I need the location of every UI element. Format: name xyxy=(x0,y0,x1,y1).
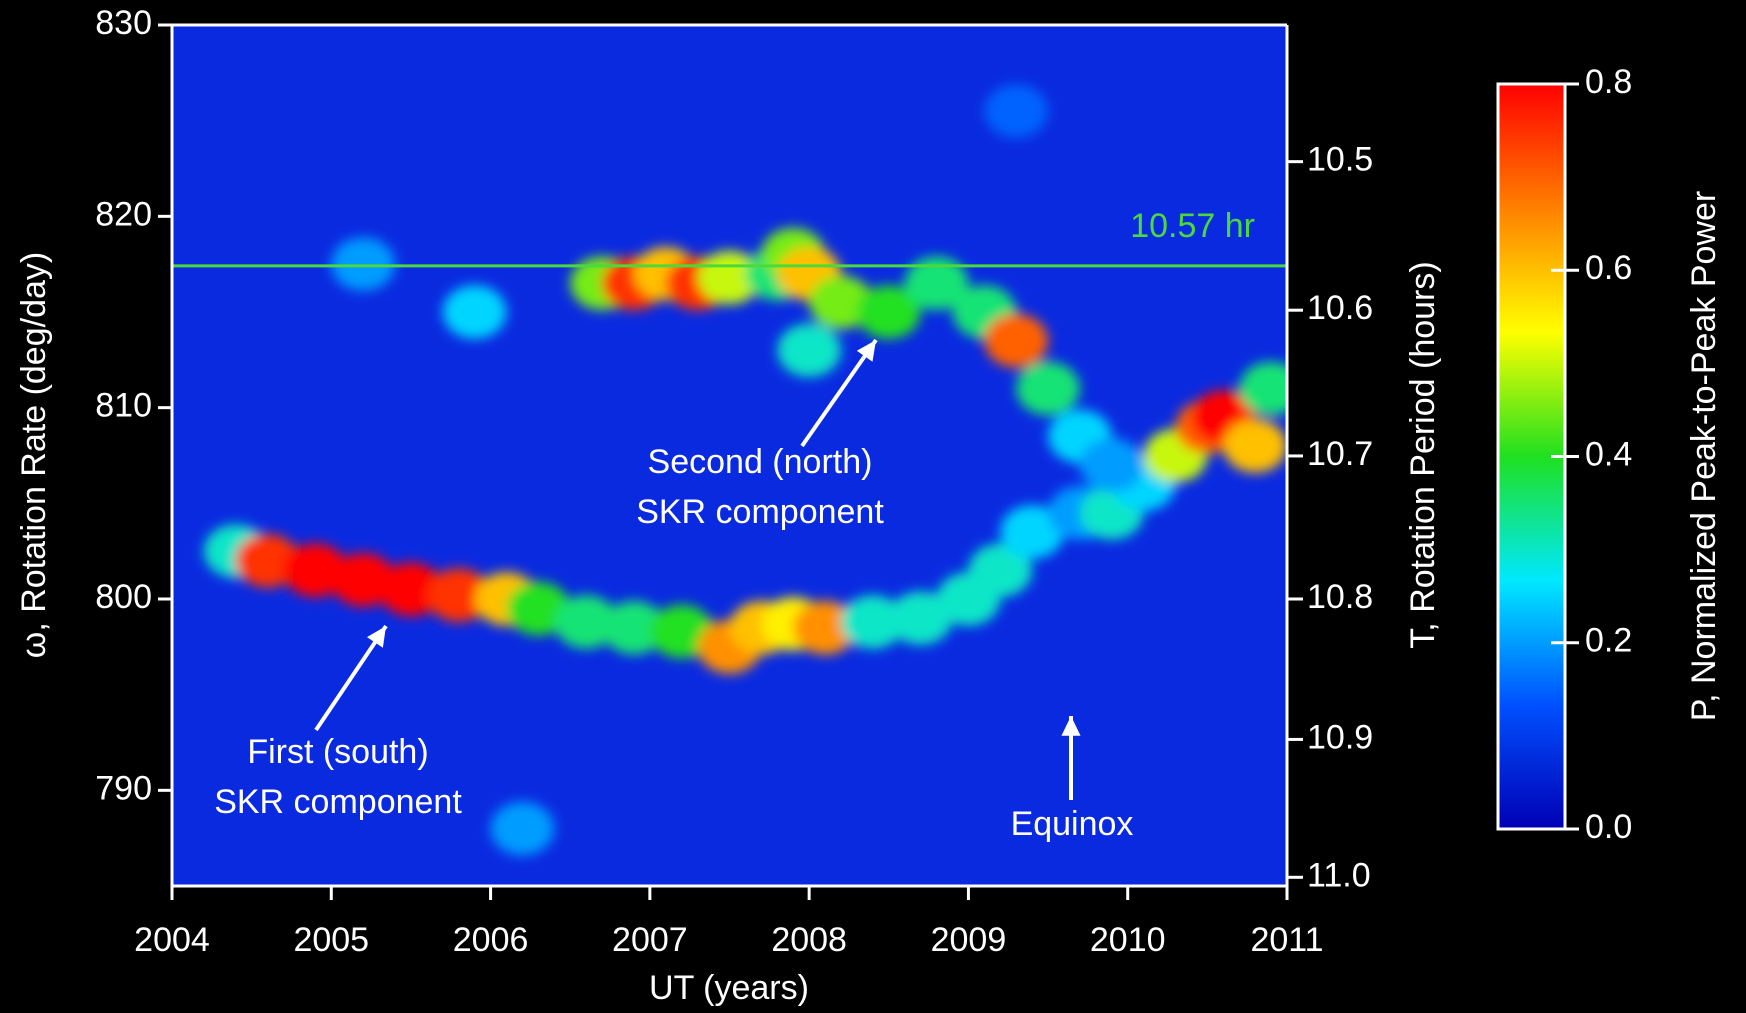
reference-label: 10.57 hr xyxy=(1130,207,1255,245)
heat-cell xyxy=(1239,361,1287,416)
y-tick-label: 800 xyxy=(95,578,152,616)
x-tick-label: 2007 xyxy=(612,921,688,959)
colorbar-tick-label: 0.6 xyxy=(1585,249,1632,287)
plot-area xyxy=(172,25,1287,886)
heat-cell xyxy=(793,600,857,655)
heat-cell xyxy=(379,562,443,617)
annotation-text: Equinox xyxy=(1011,805,1134,843)
y2-tick-label: 11.0 xyxy=(1307,856,1371,894)
annotation-arrow xyxy=(800,338,878,448)
y2-tick-label: 10.8 xyxy=(1307,578,1373,616)
y-axis-label: ω, Rotation Rate (deg/day) xyxy=(15,252,53,658)
heat-cell xyxy=(1079,438,1144,492)
x-tick-label: 2011 xyxy=(1250,921,1323,959)
arrow-head xyxy=(856,340,876,362)
heat-layer xyxy=(203,84,1287,856)
y-tick-label: 820 xyxy=(95,195,152,233)
x-tick-label: 2004 xyxy=(134,921,210,959)
heat-cell xyxy=(856,285,921,339)
heat-cell xyxy=(888,591,953,645)
x-tick-label: 2010 xyxy=(1090,921,1166,959)
heat-cell xyxy=(506,581,571,636)
arrow-head xyxy=(367,626,386,648)
heat-cell xyxy=(968,543,1033,598)
annotation-arrow xyxy=(314,624,388,732)
heat-cell xyxy=(235,533,300,588)
x-tick-label: 2008 xyxy=(771,921,847,959)
heat-cell xyxy=(1000,505,1064,559)
heat-cell xyxy=(984,313,1049,368)
heat-cell xyxy=(331,553,395,607)
colorbar-tick-label: 0.2 xyxy=(1585,622,1632,660)
y2-tick-label: 10.7 xyxy=(1307,435,1373,473)
heat-cell xyxy=(602,600,666,655)
heat-cell xyxy=(331,237,395,291)
annotation-text: SKR component xyxy=(636,493,884,531)
annotation-text: Second (north) xyxy=(648,443,873,481)
heat-cell xyxy=(442,285,507,339)
heat-cell xyxy=(426,568,491,622)
y-tick-label: 810 xyxy=(95,387,152,425)
colorbar-tick-label: 0.0 xyxy=(1585,808,1632,846)
heat-cell xyxy=(649,604,714,659)
heat-cell xyxy=(283,543,348,598)
y-tick-label: 830 xyxy=(95,4,152,42)
y2-axis-label: T, Rotation Period (hours) xyxy=(1404,261,1442,648)
x-tick-label: 2009 xyxy=(931,921,1007,959)
annotation-text: First (south) xyxy=(247,733,428,771)
heat-cell xyxy=(777,323,842,378)
y-tick-label: 790 xyxy=(95,769,152,807)
y2-tick-label: 10.5 xyxy=(1307,141,1373,179)
colorbar-label: P, Normalized Peak-to-Peak Power xyxy=(1685,191,1723,721)
colorbar-tick-label: 0.8 xyxy=(1585,63,1632,101)
x-tick-label: 2006 xyxy=(453,921,529,959)
heat-cell xyxy=(697,250,762,305)
heat-cell xyxy=(841,595,905,649)
colorbar-tick-label: 0.4 xyxy=(1585,435,1632,473)
annotation-text: SKR component xyxy=(214,783,462,821)
heat-cell xyxy=(904,256,969,311)
y2-tick-label: 10.6 xyxy=(1307,289,1373,327)
x-axis-label: UT (years) xyxy=(649,969,809,1007)
heat-cell xyxy=(1223,419,1287,473)
x-tick-label: 2005 xyxy=(293,921,369,959)
heat-cell xyxy=(554,595,619,649)
heat-cell xyxy=(490,801,555,856)
heat-cell xyxy=(809,275,873,330)
arrow-head xyxy=(1061,716,1081,736)
y2-tick-label: 10.9 xyxy=(1307,718,1373,756)
heat-cell xyxy=(984,84,1049,138)
heat-cell xyxy=(1016,361,1080,416)
